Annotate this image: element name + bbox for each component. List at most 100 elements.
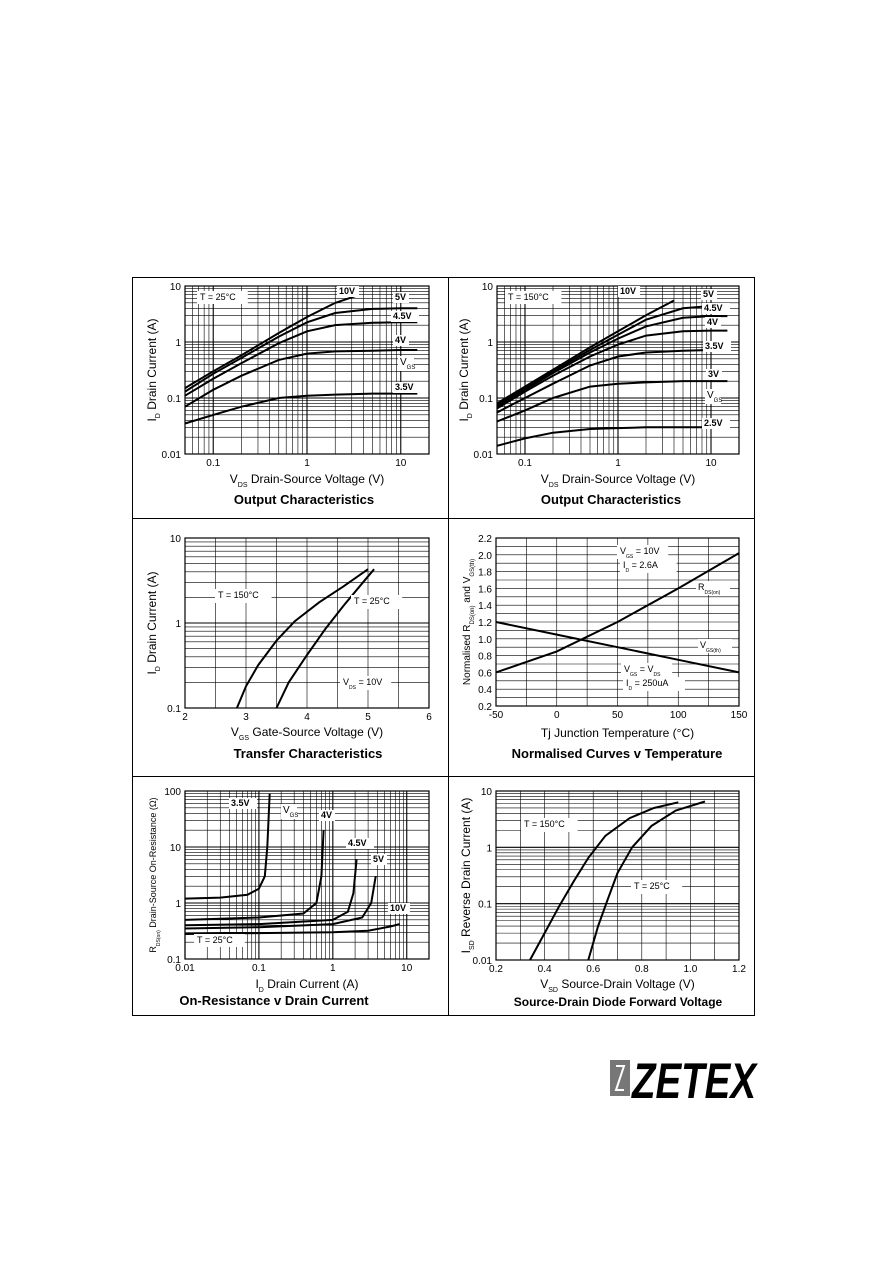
temperature-annotation: T = 25°C bbox=[200, 292, 236, 302]
series-line-3.5V bbox=[184, 793, 271, 900]
y-tick-label: 0.1 bbox=[167, 704, 181, 715]
x-tick-label: 1.2 bbox=[732, 964, 746, 975]
vgs-legend-label: VGS bbox=[707, 390, 722, 404]
x-tick-label: 10 bbox=[705, 458, 717, 469]
chart-output-150c: 0.1 1 10 0.01 0.1 1 10 VDS Drain-Source Voltage… bbox=[457, 282, 740, 507]
series-line-4.5V bbox=[496, 315, 728, 408]
panel-divider-row1 bbox=[132, 518, 755, 519]
chart-annotation: T = 25°C bbox=[354, 596, 390, 606]
y-tick-label: 0.1 bbox=[478, 900, 492, 911]
y-tick-label: 100 bbox=[164, 787, 181, 798]
y-tick-label: 1 bbox=[175, 338, 181, 349]
figure-frame bbox=[132, 277, 755, 1016]
plot-area-border bbox=[184, 790, 430, 960]
label-background bbox=[398, 356, 414, 371]
label-background bbox=[617, 545, 669, 559]
series-line-10V bbox=[184, 923, 400, 935]
label-background bbox=[621, 663, 673, 677]
label-background bbox=[281, 804, 297, 819]
y-tick-label: 0.2 bbox=[478, 702, 492, 713]
x-tick-label: 0.1 bbox=[518, 458, 532, 469]
y-tick-label: 1 bbox=[487, 338, 493, 349]
label-background bbox=[340, 676, 392, 690]
y-tick-label: 0.01 bbox=[474, 450, 494, 461]
series-line-T25C bbox=[587, 800, 706, 961]
temperature-annotation: T = 25°C bbox=[197, 935, 233, 945]
y-tick-label: 0.6 bbox=[478, 668, 492, 679]
curve-label: 5V bbox=[373, 854, 384, 864]
chart-annotation: T = 25°C bbox=[634, 881, 670, 891]
x-axis-label: VGS Gate-Source Voltage (V) bbox=[231, 725, 383, 742]
label-background bbox=[705, 317, 721, 328]
series-line-5V bbox=[496, 305, 728, 406]
curve-label: 4V bbox=[395, 335, 406, 345]
y-tick-label: 1.4 bbox=[478, 601, 492, 612]
y-tick-label: 1 bbox=[486, 843, 492, 854]
label-background bbox=[393, 292, 409, 303]
panel-divider-vertical bbox=[448, 277, 449, 1016]
curve-label: 4.5V bbox=[348, 838, 367, 848]
x-tick-label: 3 bbox=[243, 712, 249, 723]
x-tick-label: 10 bbox=[401, 963, 413, 974]
series-line-R bbox=[495, 552, 740, 674]
x-tick-label: 100 bbox=[670, 710, 687, 721]
curve-label: 4V bbox=[321, 810, 332, 820]
x-tick-label: 0.8 bbox=[635, 964, 649, 975]
curve-label: 5V bbox=[703, 289, 714, 299]
logo-mark-glyph bbox=[614, 1065, 626, 1091]
y-tick-label: 0.4 bbox=[478, 685, 492, 696]
label-background bbox=[229, 798, 257, 809]
series-line-5V bbox=[184, 307, 418, 393]
label-background bbox=[702, 418, 730, 429]
chart-annotation: T = 150°C bbox=[524, 819, 565, 829]
x-axis-label: VDS Drain-Source Voltage (V) bbox=[230, 472, 384, 489]
y-tick-label: 2.0 bbox=[478, 551, 492, 562]
x-tick-label: 2 bbox=[182, 712, 188, 723]
x-tick-label: 150 bbox=[731, 710, 748, 721]
y-axis-label: ID Drain Current (A) bbox=[145, 571, 162, 674]
plot-area-border bbox=[184, 537, 430, 709]
series-line-4V bbox=[496, 329, 728, 410]
y-tick-label: 1.2 bbox=[478, 618, 492, 629]
label-background bbox=[620, 559, 677, 573]
chart-title: Output Characteristics bbox=[541, 492, 681, 507]
series-line-2.5V bbox=[496, 426, 728, 447]
y-tick-label: 1 bbox=[175, 899, 181, 910]
chart-title: Output Characteristics bbox=[234, 492, 374, 507]
label-background bbox=[391, 311, 419, 322]
x-tick-label: 1 bbox=[304, 458, 310, 469]
label-background bbox=[351, 595, 403, 609]
label-background bbox=[505, 291, 562, 304]
y-tick-label: 10 bbox=[170, 282, 182, 293]
chart-output-25c: 0.1 1 10 0.01 0.1 1 10 VDS Drain-Source Voltage… bbox=[145, 282, 430, 507]
x-tick-label: 0 bbox=[554, 710, 560, 721]
series-label: RDS(on) bbox=[698, 582, 721, 596]
label-background bbox=[371, 854, 387, 865]
label-background bbox=[393, 382, 421, 393]
vgs-legend-label: VGS bbox=[400, 357, 415, 371]
label-background bbox=[696, 581, 730, 595]
temperature-annotation: T = 150°C bbox=[508, 292, 549, 302]
x-tick-label: 1.0 bbox=[683, 964, 697, 975]
y-tick-label: 2.2 bbox=[478, 534, 492, 545]
series-line-T25C bbox=[275, 568, 375, 709]
series-line-4V bbox=[184, 349, 418, 408]
y-tick-label: 1 bbox=[175, 619, 181, 630]
curve-label: 4.5V bbox=[393, 311, 412, 321]
plot-area-border bbox=[184, 285, 430, 455]
label-background bbox=[623, 677, 685, 691]
x-tick-label: 1 bbox=[615, 458, 621, 469]
label-background bbox=[194, 934, 245, 947]
chart-annotation: ID = 250uA bbox=[626, 678, 668, 692]
series-line-V bbox=[495, 621, 740, 674]
curve-label: 2.5V bbox=[704, 418, 723, 428]
series-line-10V bbox=[184, 295, 356, 389]
x-tick-label: 0.1 bbox=[206, 458, 220, 469]
x-axis-label: VSD Source-Drain Voltage (V) bbox=[540, 977, 694, 994]
series-line-4.5V bbox=[184, 859, 358, 927]
x-tick-label: 0.01 bbox=[175, 963, 195, 974]
y-tick-label: 0.1 bbox=[167, 394, 181, 405]
label-background bbox=[618, 286, 640, 297]
x-tick-label: 6 bbox=[426, 712, 432, 723]
chart-title: On-Resistance v Drain Current bbox=[179, 993, 369, 1008]
